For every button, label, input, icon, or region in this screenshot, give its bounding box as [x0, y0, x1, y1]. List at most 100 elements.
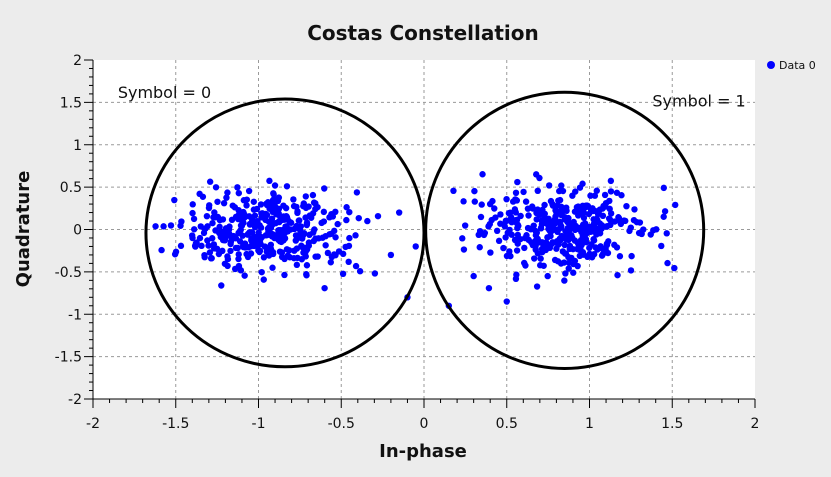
data-point [470, 272, 477, 280]
data-point [264, 225, 272, 232]
data-point [309, 191, 317, 199]
data-point [561, 277, 568, 284]
data-point [544, 234, 551, 241]
data-point [258, 214, 265, 221]
data-point [500, 244, 507, 252]
data-point [305, 203, 312, 210]
data-point [534, 187, 541, 195]
data-point [188, 232, 196, 239]
data-point [291, 225, 298, 233]
data-point [319, 234, 326, 241]
data-point [507, 209, 514, 216]
data-point [353, 189, 361, 196]
data-point [565, 265, 572, 272]
data-point [660, 213, 667, 220]
data-point [300, 231, 307, 239]
data-point [514, 231, 522, 239]
data-point [564, 231, 571, 238]
data-point [495, 237, 503, 245]
data-point [460, 198, 467, 205]
data-point [616, 253, 624, 260]
data-point [286, 247, 293, 254]
data-point [298, 256, 305, 263]
data-point [493, 227, 501, 235]
data-point [374, 212, 382, 220]
data-point [286, 218, 293, 226]
data-point [258, 268, 265, 276]
data-point [211, 209, 218, 216]
data-point [537, 225, 545, 232]
data-point [321, 185, 328, 192]
data-point [250, 198, 257, 205]
data-point [234, 184, 241, 191]
data-point [553, 245, 560, 252]
data-point [312, 235, 319, 242]
data-point [253, 205, 261, 213]
data-point [572, 188, 579, 195]
data-point [551, 256, 559, 264]
data-point [223, 194, 230, 201]
data-point [487, 200, 494, 208]
data-point [335, 248, 343, 255]
data-point [552, 239, 559, 246]
data-point [244, 231, 251, 238]
data-point [605, 215, 613, 222]
data-point [574, 262, 581, 270]
data-point [345, 258, 352, 266]
data-point [492, 214, 499, 221]
data-point [192, 240, 200, 247]
data-point [197, 223, 204, 230]
y-tick-label: 1 [73, 138, 82, 154]
data-point [522, 198, 530, 205]
data-point [320, 208, 328, 216]
data-point [205, 204, 213, 212]
axes: -2 -1.5 -1 -0.5 0 0.5 1 1.5 2 -2 -1.5 -1 -0.5 0 0.5 1 1.… [55, 53, 760, 432]
data-point [238, 222, 246, 229]
data-point [235, 215, 242, 223]
data-point [476, 227, 484, 235]
data-point [633, 218, 641, 226]
data-point [607, 210, 615, 217]
data-point [527, 226, 535, 233]
data-point [653, 226, 660, 233]
data-point [512, 196, 519, 203]
data-point [598, 252, 606, 259]
data-point [214, 198, 221, 205]
data-point [235, 251, 242, 258]
data-point [213, 245, 221, 253]
data-point [278, 216, 286, 224]
data-point [232, 235, 240, 242]
data-point [603, 223, 611, 230]
data-point [661, 208, 669, 215]
data-point [221, 260, 229, 267]
data-point [525, 236, 532, 244]
data-point [560, 259, 568, 266]
data-point [627, 224, 635, 231]
data-point [177, 242, 185, 250]
data-point [542, 219, 549, 227]
y-tick-label: -1 [68, 307, 82, 323]
data-point [241, 272, 248, 279]
data-point [503, 298, 510, 305]
data-point [282, 223, 289, 230]
x-axis-title: In-phase [379, 441, 467, 462]
data-point [471, 198, 478, 205]
data-point [514, 178, 521, 186]
data-point [387, 251, 395, 259]
data-point [503, 217, 511, 225]
data-point [607, 177, 615, 185]
data-point [294, 209, 301, 217]
data-point [529, 241, 536, 249]
data-point [189, 201, 196, 208]
data-point [332, 234, 339, 241]
data-point [536, 174, 543, 182]
data-point [525, 212, 532, 219]
data-point [538, 245, 546, 253]
data-point [281, 229, 289, 237]
data-point [584, 202, 592, 210]
data-point [364, 217, 371, 225]
data-point [346, 234, 353, 242]
data-point [514, 224, 521, 232]
data-point [302, 248, 309, 255]
data-point [290, 196, 297, 203]
